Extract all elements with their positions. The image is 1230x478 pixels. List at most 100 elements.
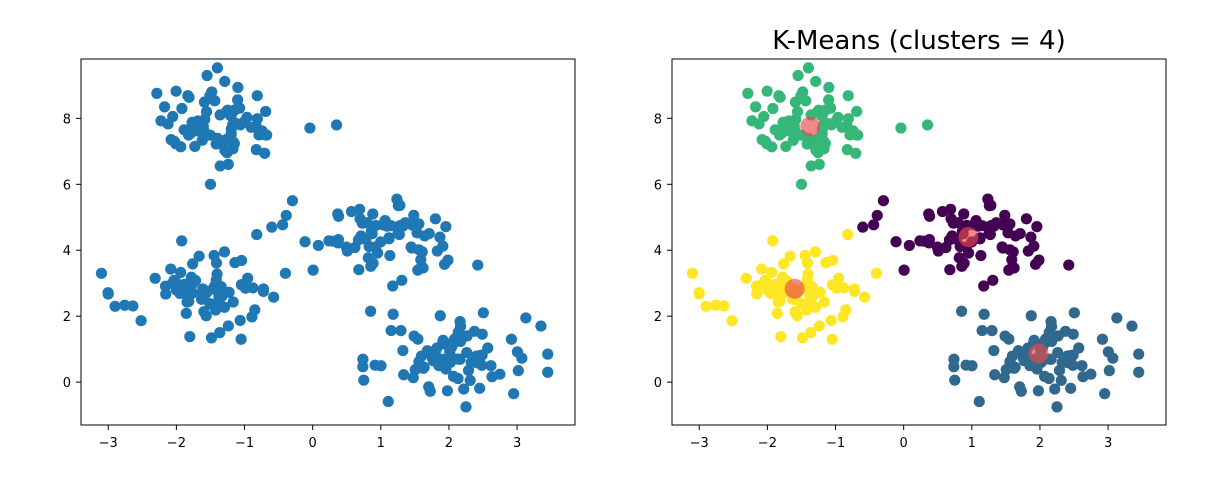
- data-point: [418, 361, 430, 373]
- centroids: [784, 116, 1049, 364]
- x-tick-label: 3: [513, 436, 521, 451]
- data-point: [850, 147, 862, 159]
- data-point: [918, 235, 930, 247]
- data-point: [512, 365, 524, 377]
- data-point: [796, 332, 809, 344]
- data-point: [945, 213, 957, 225]
- data-point: [802, 62, 815, 74]
- data-point: [239, 282, 252, 294]
- data-point: [1052, 330, 1064, 342]
- data-point: [250, 144, 262, 156]
- x-tick-label: 2: [1036, 436, 1044, 451]
- data-point: [215, 281, 227, 293]
- data-point: [542, 366, 554, 378]
- data-point: [434, 231, 446, 243]
- data-point: [210, 304, 222, 316]
- data-point: [277, 219, 289, 231]
- data-point: [1073, 342, 1085, 354]
- x-tick-label: −1: [826, 436, 845, 451]
- y-tick-label: 4: [63, 244, 71, 259]
- data-point: [225, 123, 237, 135]
- data-point: [795, 90, 807, 102]
- x-tick-label: −2: [758, 436, 777, 451]
- data-point: [792, 69, 804, 82]
- x-tick-label: 0: [900, 436, 908, 451]
- data-point: [190, 121, 202, 133]
- data-point: [818, 296, 830, 308]
- data-point: [437, 240, 449, 252]
- data-point: [119, 299, 131, 311]
- data-point: [898, 264, 910, 276]
- data-point: [944, 203, 957, 215]
- data-point: [332, 208, 344, 220]
- data-point: [870, 267, 883, 279]
- data-point: [970, 215, 982, 227]
- data-point: [438, 258, 451, 270]
- data-point: [999, 330, 1011, 342]
- data-point: [823, 81, 835, 93]
- data-point: [700, 300, 712, 312]
- data-point: [367, 208, 379, 220]
- data-point: [851, 129, 863, 141]
- y-tick-label: 2: [654, 310, 662, 325]
- data-point: [155, 115, 167, 127]
- data-point: [151, 87, 163, 99]
- data-point: [440, 363, 452, 375]
- data-point: [820, 104, 832, 116]
- centroid-marker: [784, 278, 805, 299]
- data-point: [859, 291, 871, 303]
- data-point: [429, 348, 441, 360]
- data-point: [434, 310, 446, 322]
- data-point: [809, 301, 822, 313]
- data-point: [960, 359, 972, 371]
- data-point: [167, 110, 179, 123]
- data-point: [353, 264, 365, 276]
- axes-frame: [80, 58, 576, 426]
- data-points: [686, 62, 1145, 413]
- data-point: [842, 113, 854, 125]
- data-point: [718, 300, 730, 312]
- data-point: [751, 288, 763, 300]
- data-point: [251, 113, 263, 125]
- data-point: [791, 310, 803, 322]
- data-point: [251, 90, 263, 102]
- data-point: [781, 121, 793, 133]
- data-point: [1126, 320, 1138, 332]
- x-tick-label: 2: [445, 436, 453, 451]
- data-point: [238, 115, 251, 128]
- data-point: [986, 325, 998, 337]
- data-point: [260, 105, 272, 118]
- data-point: [165, 134, 177, 146]
- data-point: [135, 315, 147, 327]
- x-tick-label: −3: [99, 436, 118, 451]
- data-point: [1009, 361, 1021, 373]
- data-point: [395, 325, 407, 337]
- data-point: [805, 160, 817, 172]
- data-point: [200, 310, 212, 322]
- data-point: [196, 134, 208, 146]
- y-tick-label: 6: [654, 178, 662, 193]
- data-point: [307, 264, 319, 276]
- data-point: [452, 326, 464, 338]
- data-point: [178, 124, 190, 136]
- data-point: [1107, 352, 1119, 364]
- data-point: [1133, 348, 1145, 360]
- data-point: [437, 353, 450, 365]
- data-point: [379, 215, 391, 227]
- data-point: [923, 208, 935, 220]
- data-point: [948, 361, 960, 373]
- data-point: [710, 299, 722, 311]
- data-point: [990, 217, 1002, 229]
- y-tick-label: 8: [654, 112, 662, 127]
- data-point: [186, 278, 199, 290]
- data-point: [826, 333, 838, 345]
- left-scatter-panel: −3 −2 −1 0 1 2 3 0 2 4 6 8: [63, 58, 576, 451]
- data-point: [1032, 385, 1045, 397]
- centroid-marker: [800, 116, 821, 137]
- centroid-marker: [958, 227, 979, 248]
- data-point: [944, 264, 956, 276]
- data-point: [408, 209, 420, 221]
- data-point: [413, 244, 425, 256]
- data-point: [95, 267, 108, 279]
- data-point: [1020, 213, 1033, 225]
